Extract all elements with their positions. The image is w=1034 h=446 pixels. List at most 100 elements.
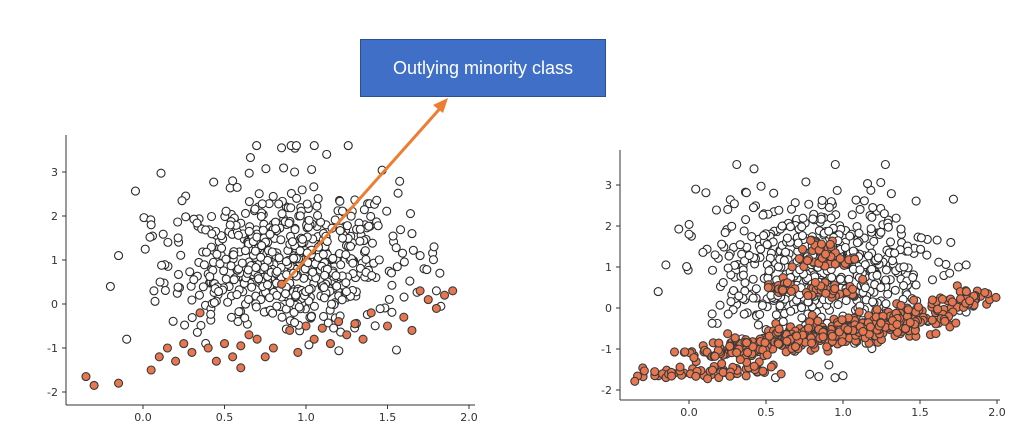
minority-point (725, 371, 735, 381)
majority-point (306, 312, 316, 322)
majority-point (698, 247, 708, 257)
majority-point (855, 265, 865, 275)
majority-point (370, 321, 380, 331)
majority-point (302, 199, 312, 209)
majority-point (341, 278, 351, 288)
minority-point (691, 371, 701, 381)
minority-point (415, 286, 425, 296)
majority-point (286, 203, 296, 213)
majority-point (777, 221, 787, 231)
majority-point (277, 209, 287, 219)
majority-point (206, 211, 217, 222)
majority-point (257, 199, 267, 209)
majority-point (229, 275, 239, 285)
majority-point (319, 283, 329, 293)
minority-point (776, 369, 786, 379)
majority-point (342, 221, 352, 231)
majority-point (732, 159, 742, 170)
majority-point (899, 262, 909, 272)
majority-point (684, 229, 694, 239)
x-tick-label: 0.0 (134, 411, 152, 424)
y-tick-label: 0 (51, 298, 58, 311)
x-tick-label: 1.5 (379, 411, 397, 424)
majority-point (429, 242, 439, 252)
majority-point (879, 209, 889, 219)
majority-point (274, 199, 284, 209)
majority-point (855, 204, 865, 214)
minority-point (931, 329, 941, 339)
majority-point (309, 182, 319, 192)
minority-point (211, 356, 221, 366)
minority-point (762, 350, 772, 360)
majority-point (237, 258, 247, 268)
majority-point (707, 265, 718, 275)
majority-point (250, 246, 260, 256)
majority-point (158, 229, 168, 239)
majority-point (173, 217, 183, 227)
callout-arrowhead (433, 98, 448, 113)
majority-point (336, 260, 346, 270)
majority-point (741, 214, 751, 225)
majority-point (272, 266, 282, 276)
minority-point (980, 287, 990, 298)
minority-point (725, 341, 735, 351)
majority-point (395, 225, 406, 235)
minority-point (806, 235, 816, 246)
majority-point (308, 267, 318, 277)
majority-point (435, 268, 445, 278)
majority-point (393, 188, 403, 198)
minority-point (905, 317, 915, 328)
majority-point (341, 287, 351, 297)
minority-point (810, 277, 820, 287)
majority-point (862, 179, 873, 189)
majority-point (217, 243, 227, 253)
majority-point (778, 317, 788, 327)
majority-point (346, 211, 356, 221)
majority-point (797, 222, 807, 232)
majority-point (207, 229, 217, 239)
majority-point (256, 211, 266, 221)
majority-point (240, 208, 251, 218)
majority-point (192, 218, 202, 228)
majority-point (872, 270, 882, 280)
majority-point (289, 307, 299, 318)
majority-point (724, 251, 734, 261)
majority-point (348, 258, 358, 268)
majority-point (729, 199, 739, 209)
majority-point (726, 297, 736, 307)
majority-point (309, 141, 319, 151)
majority-point (399, 292, 409, 302)
majority-point (173, 269, 184, 280)
minority-point (951, 318, 961, 328)
minority-point (848, 284, 858, 294)
minority-point (407, 325, 417, 335)
majority-point (274, 253, 284, 263)
majority-point (408, 245, 418, 255)
y-tick-label: 1 (51, 254, 58, 267)
majority-point (234, 307, 244, 317)
majority-point (215, 259, 225, 269)
majority-point (723, 309, 733, 319)
majority-point (221, 274, 231, 284)
minority-point (154, 352, 164, 362)
minority-point (146, 365, 156, 375)
majority-point (291, 290, 301, 300)
majority-point (252, 141, 262, 151)
minority-point (203, 343, 213, 353)
minority-point (837, 315, 847, 325)
majority-point (382, 206, 392, 216)
minority-point (689, 353, 699, 363)
majority-point (335, 225, 345, 236)
majority-point (318, 249, 328, 259)
majority-point (228, 176, 238, 186)
majority-point (267, 247, 277, 257)
minority-point (782, 336, 792, 346)
minority-point (707, 365, 718, 375)
majority-point (366, 211, 376, 222)
minority-point (252, 334, 262, 344)
majority-point (145, 232, 155, 242)
minority-point (630, 376, 640, 386)
majority-point (130, 186, 141, 196)
majority-point (873, 253, 883, 263)
majority-point (320, 270, 330, 280)
